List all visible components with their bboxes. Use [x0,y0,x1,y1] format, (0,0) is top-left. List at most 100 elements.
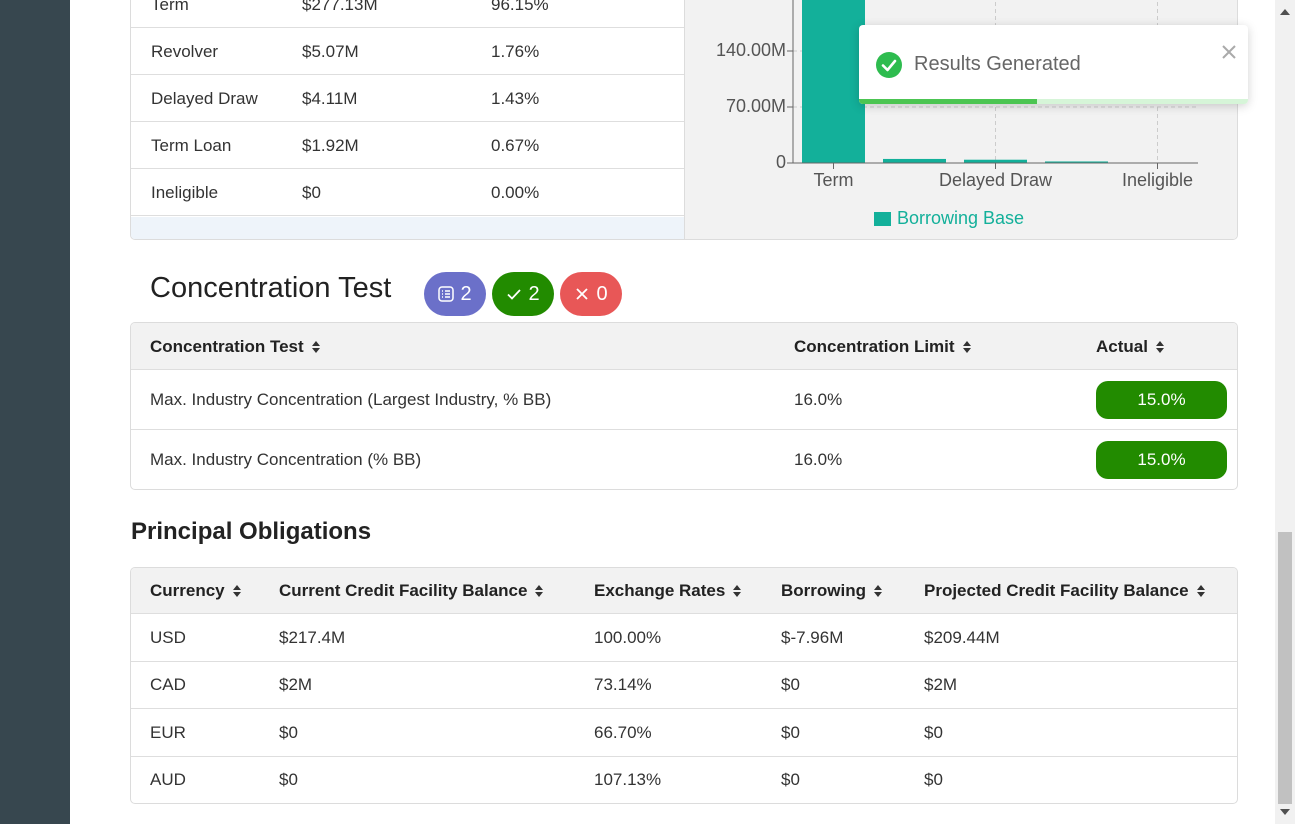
x-tick-label: Ineligible [1122,170,1193,190]
table-cell: Max. Industry Concentration (% BB) [150,450,422,469]
check-icon [507,289,522,300]
column-header[interactable]: Projected Credit Facility Balance [924,581,1206,601]
table-cell: $1.92M [302,136,359,155]
table-cell: $0 [924,770,943,790]
table-row: Revolver $5.07M 1.76% [131,28,684,75]
table-footer [131,217,684,239]
table-cell: AUD [150,770,186,790]
column-title: Actual [1096,336,1148,356]
table-cell: CAD [150,675,186,695]
list-icon [438,286,455,302]
toast-close[interactable] [1222,45,1236,59]
failed-badge[interactable]: 0 [560,272,622,316]
table-row: Max. Industry Concentration (% BB) 16.0% 1… [131,430,1237,489]
column-header[interactable]: Currency [150,581,242,601]
sort-icon[interactable] [873,584,883,598]
table-row: CAD $2M 73.14% $0 $2M [131,662,1237,709]
table-cell: $217.4M [279,627,346,647]
column-header[interactable]: Borrowing [781,581,883,601]
table-cell: $209.44M [924,627,1000,647]
legend-label: Borrowing Base [897,208,1024,228]
table-cell: 100.00% [594,627,662,647]
table-cell: 1.76% [491,42,540,61]
table-cell: $0 [302,183,321,202]
column-header[interactable]: Current Credit Facility Balance [279,581,544,601]
badge-count: 2 [528,282,540,305]
table-cell: $0 [279,770,298,790]
sort-icon[interactable] [1155,340,1165,354]
column-title: Concentration Limit [794,336,955,356]
sort-icon[interactable] [534,584,544,598]
table-cell: 73.14% [594,675,652,695]
table-cell: $4.11M [302,89,358,108]
table-cell: $0 [924,722,943,742]
scroll-down[interactable] [1280,808,1290,816]
y-tick-label: 70.00M [726,96,786,116]
balance-table: Term $277.13M 96.15% Revolver $5.07M 1.76% Del… [131,0,684,239]
status-pill: 15.0% [1096,441,1227,479]
column-title: Projected Credit Facility Balance [924,581,1189,600]
table-row: Max. Industry Concentration (Largest Ind… [131,370,1237,430]
total-badge[interactable]: 2 [424,272,486,316]
y-tick-label: 140.00M [716,40,786,60]
y-tick-label: 0 [776,152,786,172]
passed-badge[interactable]: 2 [492,272,554,316]
table-cell: $0 [781,722,800,742]
column-header[interactable]: Concentration Test [150,337,321,357]
chart: 0 70.00M 140.00M 210.00M Term Delayed Draw Ine… [716,0,1198,228]
table-cell: 66.70% [594,722,652,742]
column-header[interactable]: Concentration Limit [794,337,972,357]
badge-count: 0 [596,282,608,305]
scrollbar[interactable] [1275,0,1295,824]
table-row: USD $217.4M 100.00% $-7.96M $209.44M [131,614,1237,662]
table-row: EUR $0 66.70% $0 $0 [131,709,1237,757]
concentration-table: Concentration Test Concentration Limit Act… [130,322,1238,490]
table-cell: 1.43% [491,89,540,108]
sidebar [0,0,70,824]
table-cell: $0 [279,722,298,742]
table-cell: 96.15% [491,0,549,14]
table-cell: Revolver [151,42,219,61]
table-cell: 0.67% [491,136,540,155]
table-cell: 0.00% [491,183,540,202]
table-cell: 107.13% [594,770,662,790]
table-cell: Term Loan [151,136,232,155]
sort-icon[interactable] [232,584,242,598]
x-icon [576,288,589,300]
badge-count: 2 [460,282,472,305]
table-cell: $5.07M [302,42,359,61]
bar [1045,161,1108,163]
column-title: Current Credit Facility Balance [279,581,528,600]
table-cell: Delayed Draw [151,89,258,108]
column-title: Currency [150,581,225,600]
table-cell: $-7.96M [781,627,844,647]
progress-track [859,99,1248,104]
table-cell: 16.0% [794,450,843,469]
table-row: Term Loan $1.92M 0.67% [131,122,684,169]
toast: Results Generated [859,25,1248,104]
table-cell: $277.13M [302,0,378,14]
scroll-thumb[interactable] [1278,532,1292,804]
status-pill: 15.0% [1096,381,1227,419]
table-cell: $2M [279,675,313,695]
obligations-table: Currency Current Credit Facility Balance E… [130,567,1238,804]
column-title: Concentration Test [150,336,304,356]
x-tick-label: Term [814,170,854,190]
toast-message: Results Generated [914,53,1081,75]
table-row: Delayed Draw $4.11M 1.43% [131,75,684,122]
sort-icon[interactable] [962,340,972,354]
sort-icon[interactable] [1196,584,1206,598]
table-cell: $0 [781,675,800,695]
table-cell: USD [150,627,186,647]
sort-icon[interactable] [311,340,321,354]
y-tick-label: 210.00M [716,0,786,4]
table-header: Currency Current Credit Facility Balance E… [131,568,1237,614]
x-tick-label: Delayed Draw [939,170,1053,190]
scroll-up[interactable] [1280,8,1290,16]
table-cell: $0 [781,770,800,790]
sort-icon[interactable] [732,584,742,598]
column-header[interactable]: Exchange Rates [594,581,742,601]
column-header[interactable]: Actual [1096,337,1165,357]
table-cell: $2M [924,675,958,695]
